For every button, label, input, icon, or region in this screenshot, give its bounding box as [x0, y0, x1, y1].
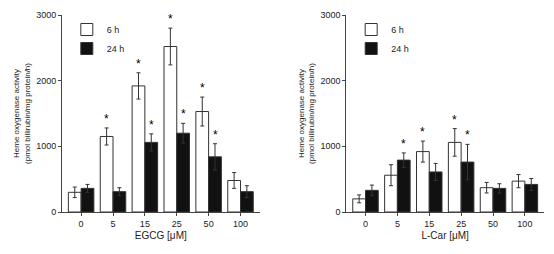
- svg-text:*: *: [200, 81, 205, 95]
- svg-text:*: *: [213, 128, 218, 142]
- svg-text:6 h: 6 h: [391, 25, 404, 35]
- svg-text:6 h: 6 h: [107, 25, 120, 35]
- svg-text:100: 100: [233, 219, 248, 229]
- svg-text:15: 15: [140, 219, 150, 229]
- svg-text:Heme oxygenase activity(pmol b: Heme oxygenase activity(pmol billirubin/…: [12, 63, 31, 164]
- svg-text:*: *: [420, 125, 425, 139]
- svg-text:*: *: [465, 128, 470, 142]
- svg-text:*: *: [401, 137, 406, 151]
- svg-text:25: 25: [456, 219, 466, 229]
- svg-text:0: 0: [79, 219, 84, 229]
- svg-text:1000: 1000: [321, 141, 341, 151]
- svg-text:50: 50: [488, 219, 498, 229]
- svg-text:*: *: [149, 118, 154, 132]
- svg-text:0: 0: [336, 207, 341, 217]
- svg-text:24 h: 24 h: [107, 44, 125, 54]
- svg-text:5: 5: [110, 219, 115, 229]
- svg-text:L-Car [μM]: L-Car [μM]: [421, 230, 469, 241]
- svg-text:100: 100: [517, 219, 532, 229]
- svg-text:1000: 1000: [36, 141, 56, 151]
- svg-text:3000: 3000: [36, 10, 56, 20]
- svg-text:3000: 3000: [321, 10, 341, 20]
- svg-text:Heme oxygenase activity(pmol b: Heme oxygenase activity(pmol billirubin/…: [297, 63, 316, 164]
- svg-text:EGCG [μM]: EGCG [μM]: [135, 230, 187, 241]
- svg-text:2000: 2000: [36, 76, 56, 86]
- svg-text:*: *: [168, 12, 173, 26]
- svg-text:15: 15: [424, 219, 434, 229]
- svg-text:*: *: [104, 112, 109, 126]
- svg-text:*: *: [136, 57, 141, 71]
- svg-text:50: 50: [204, 219, 214, 229]
- svg-text:2000: 2000: [321, 76, 341, 86]
- svg-text:*: *: [452, 113, 457, 127]
- svg-text:5: 5: [395, 219, 400, 229]
- svg-text:0: 0: [363, 219, 368, 229]
- svg-text:25: 25: [172, 219, 182, 229]
- svg-text:0: 0: [51, 207, 56, 217]
- svg-text:*: *: [181, 107, 186, 121]
- svg-text:24 h: 24 h: [391, 44, 409, 54]
